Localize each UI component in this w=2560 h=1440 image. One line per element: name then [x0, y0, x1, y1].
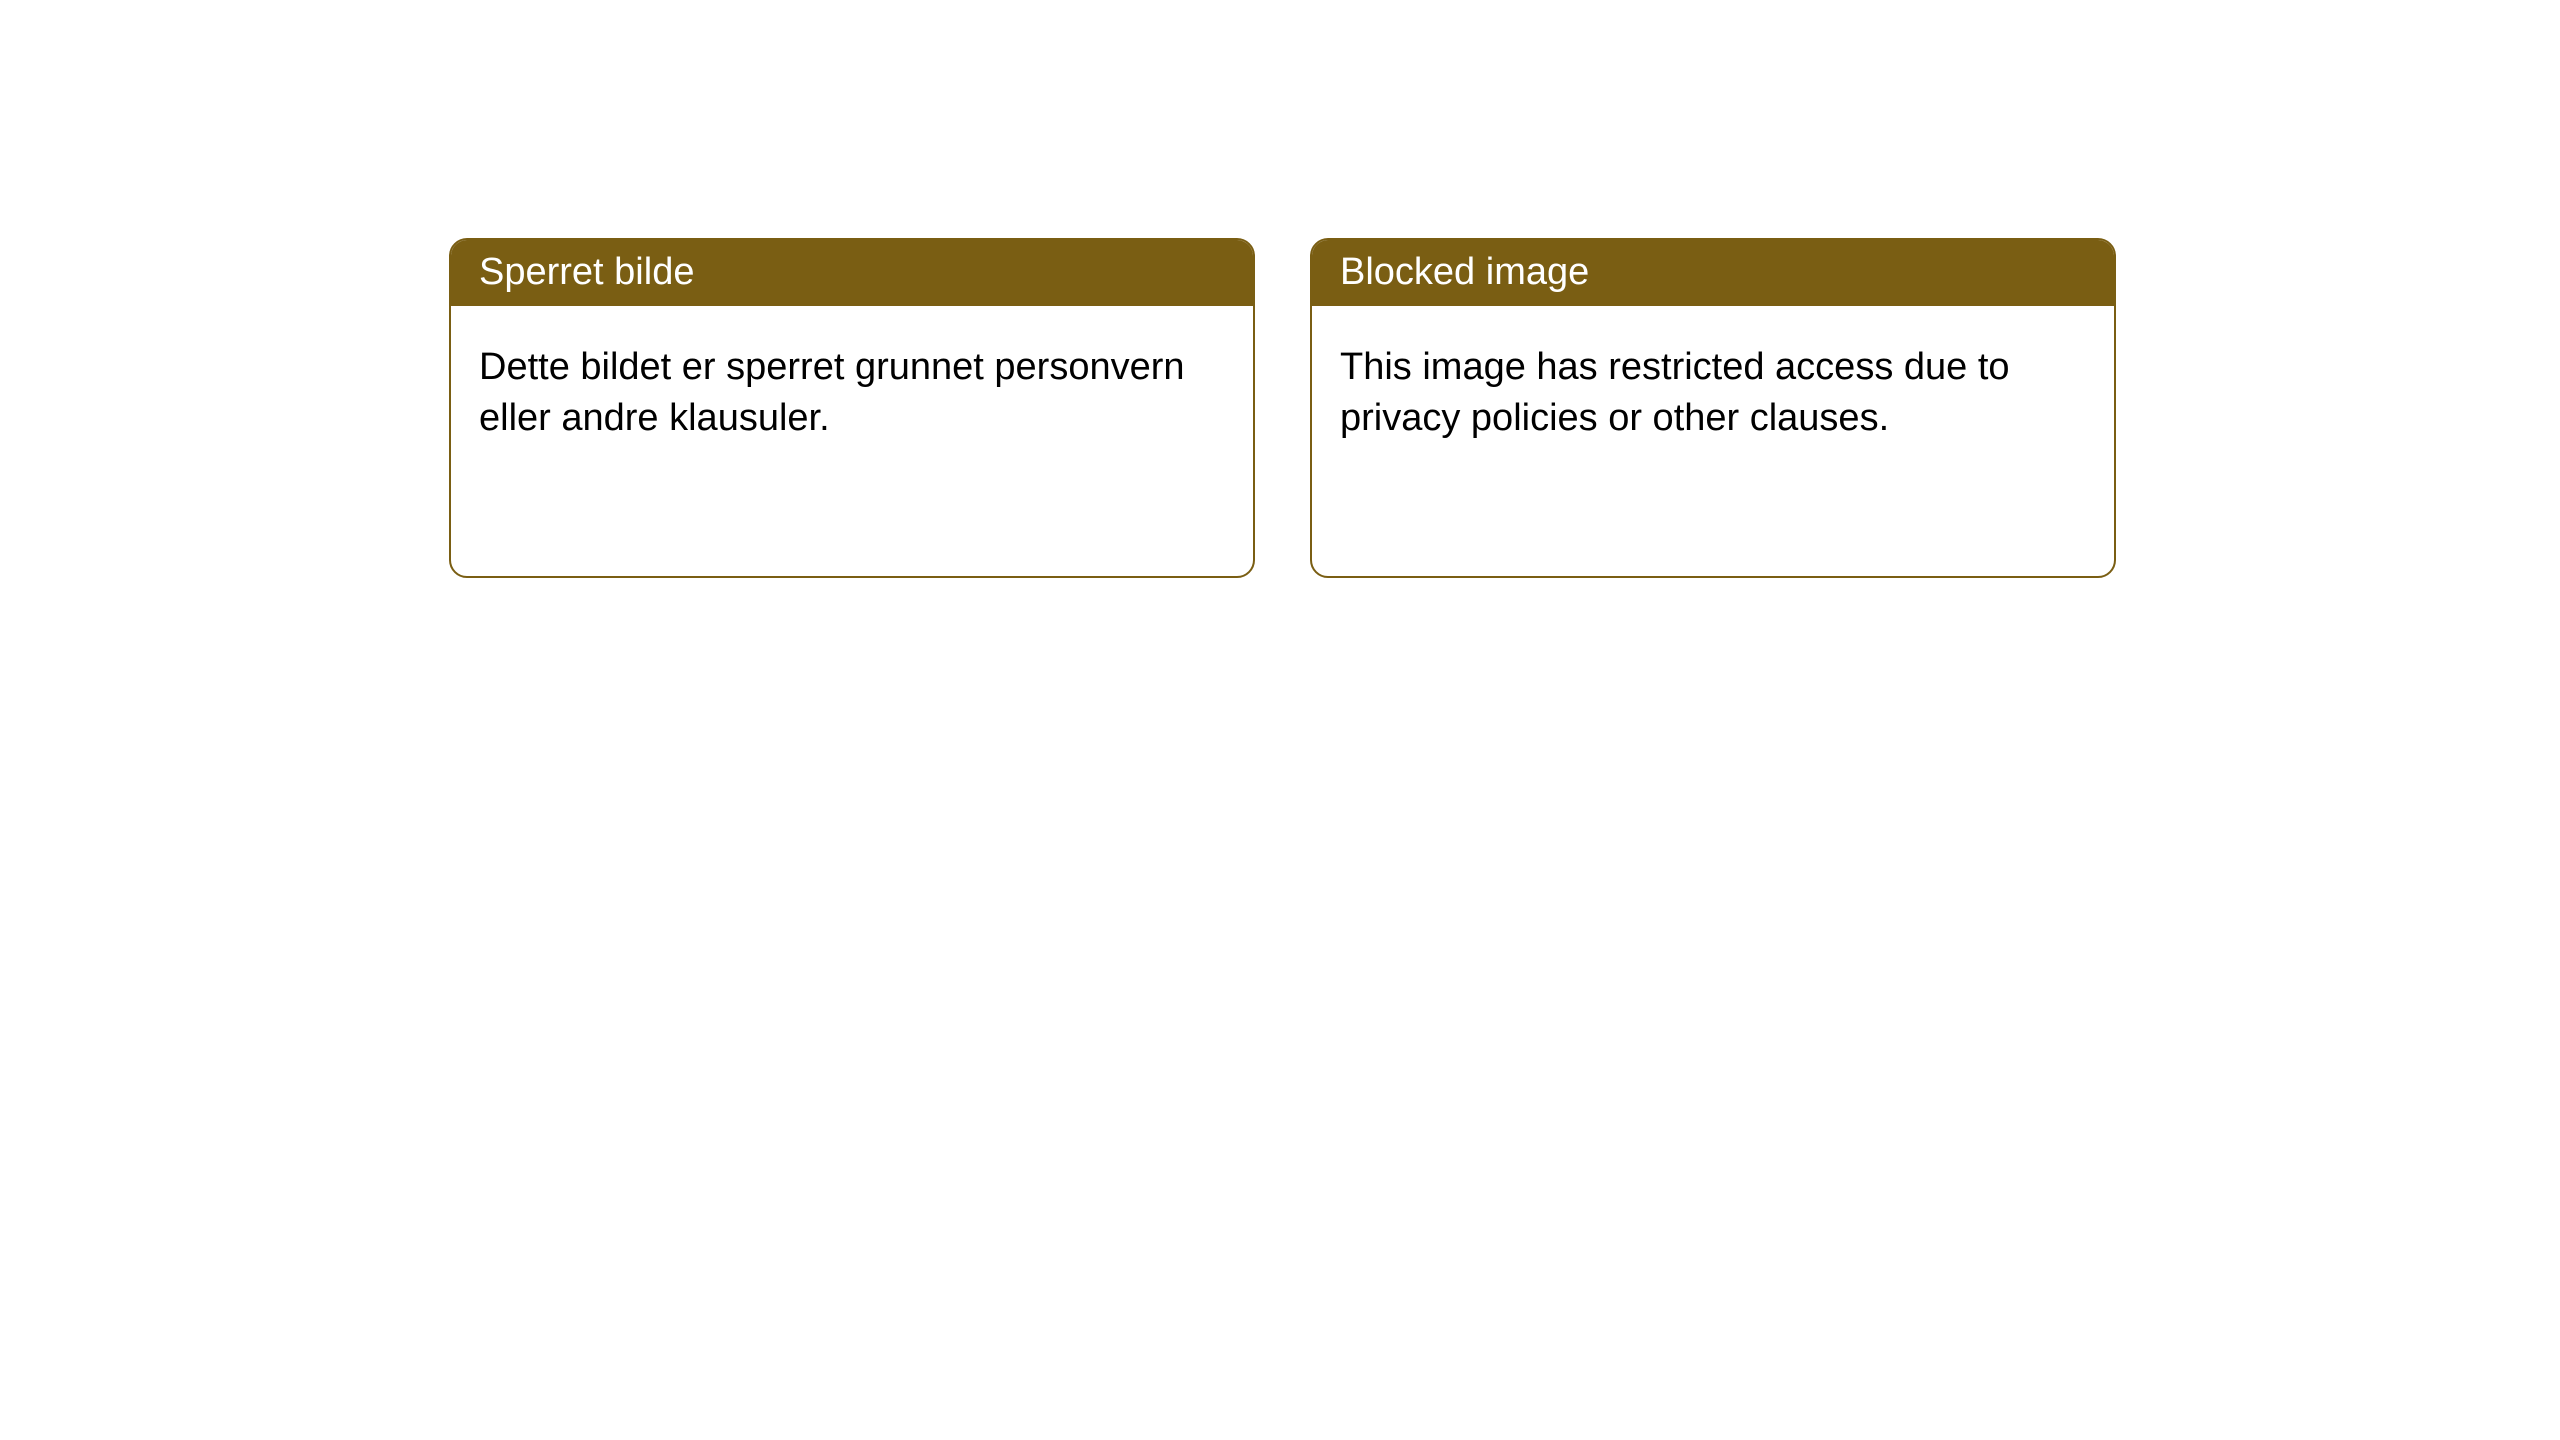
notice-card-body: Dette bildet er sperret grunnet personve… [451, 306, 1253, 481]
notice-card-title: Blocked image [1340, 251, 1589, 293]
notice-card-message: Dette bildet er sperret grunnet personve… [479, 346, 1185, 439]
notice-card-title: Sperret bilde [479, 251, 694, 293]
notice-card-message: This image has restricted access due to … [1340, 346, 2010, 439]
notice-card-norwegian: Sperret bilde Dette bildet er sperret gr… [449, 238, 1255, 578]
notice-card-header: Sperret bilde [451, 240, 1253, 306]
notice-card-header: Blocked image [1312, 240, 2114, 306]
notice-card-body: This image has restricted access due to … [1312, 306, 2114, 481]
notice-cards-container: Sperret bilde Dette bildet er sperret gr… [449, 238, 2116, 578]
notice-card-english: Blocked image This image has restricted … [1310, 238, 2116, 578]
